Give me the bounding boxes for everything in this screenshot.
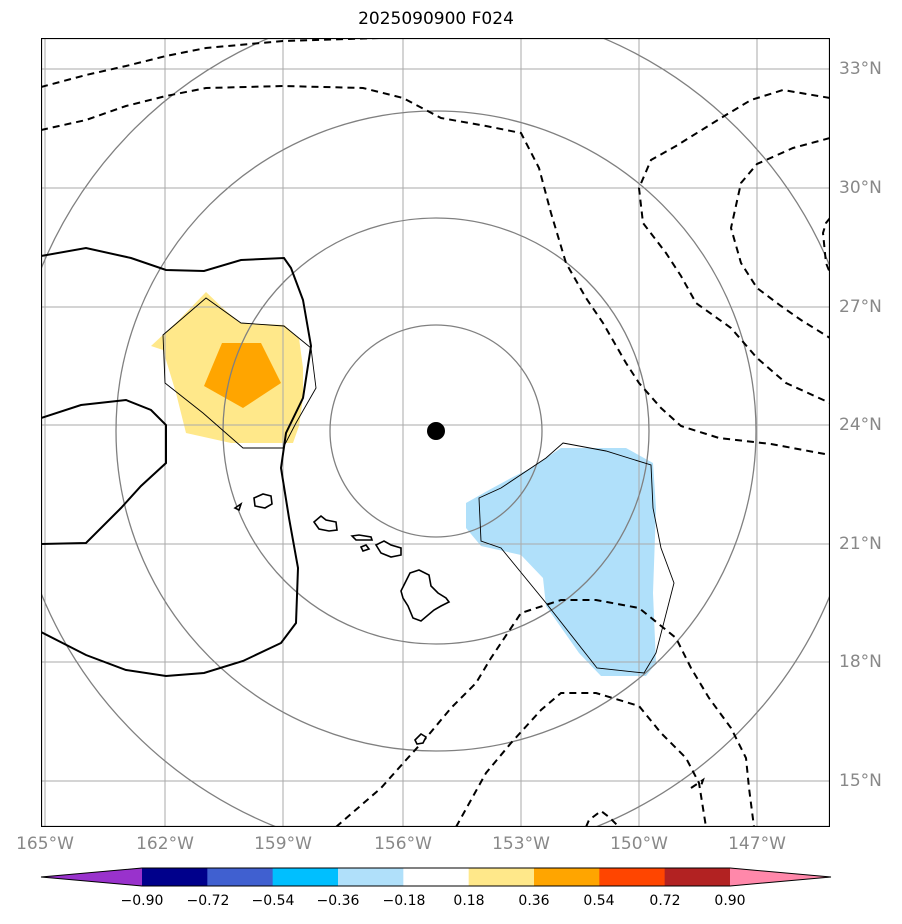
lat-label-33n: 33°N [839,59,882,79]
colorbar-tick: −0.72 [186,893,230,909]
lat-label-15n: 15°N [839,771,882,791]
colorbar-segment [207,868,274,886]
colorbar-segment [403,868,470,886]
lon-label-159w: 159°W [254,834,312,854]
positive-anomaly-contour [162,297,317,449]
colorbar-tick: 0.72 [649,893,681,909]
colorbar-segment [142,868,208,886]
colorbar-tick: 0.54 [583,893,615,909]
storm-center-dot [427,422,445,440]
negative-anomaly-contour [478,442,675,674]
colorbar-segment [272,868,339,886]
solid-contours [41,246,313,678]
colorbar-segment [599,868,666,886]
lon-label-153w: 153°W [492,834,550,854]
positive-anomaly-strong [204,343,281,408]
colorbar-tick: −0.54 [251,893,295,909]
colorbar-segment [534,868,600,886]
colorbar-tick: −0.18 [382,893,426,909]
lat-label-18n: 18°N [839,652,882,672]
colorbar-extension-high [730,868,831,886]
colorbar-tick: 0.18 [453,893,485,909]
lat-label-30n: 30°N [839,178,882,198]
colorbar-segment [468,868,535,886]
map-border [41,38,830,827]
lat-lon-grid [41,38,830,827]
negative-anomaly-light [466,448,656,676]
lat-label-24n: 24°N [839,415,882,435]
lon-label-156w: 156°W [374,834,432,854]
lon-label-150w: 150°W [610,834,668,854]
map-svg [41,38,830,827]
lon-label-147w: 147°W [728,834,786,854]
colorbar-tick: 0.90 [714,893,746,909]
colorbar-tick: −0.36 [316,893,360,909]
lon-label-162w: 162°W [136,834,194,854]
colorbar [40,867,832,887]
colorbar-segment [664,868,731,886]
colorbar-extension-low [41,868,142,886]
colorbar-tick: −0.90 [120,893,164,909]
hawaiian-islands [233,493,451,745]
map-panel [41,38,830,827]
lon-label-165w: 165°W [16,834,74,854]
figure-title: 2025090900 F024 [358,9,514,29]
lat-label-21n: 21°N [839,534,882,554]
colorbar-segment [338,868,404,886]
lat-label-27n: 27°N [839,297,882,317]
colorbar-tick: 0.36 [518,893,550,909]
